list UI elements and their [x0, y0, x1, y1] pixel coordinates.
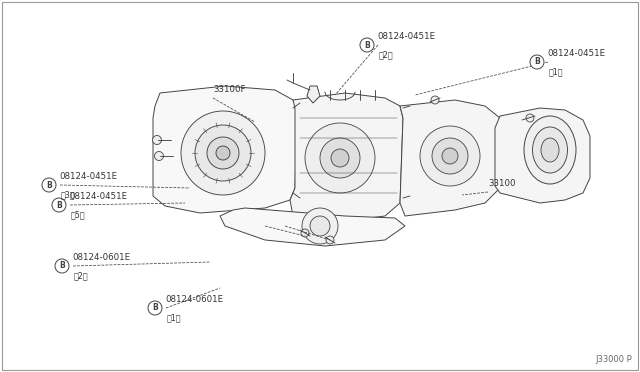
- Text: 08124-0451E: 08124-0451E: [377, 32, 435, 41]
- Circle shape: [305, 123, 375, 193]
- Text: 、5。: 、5。: [71, 210, 86, 219]
- Circle shape: [526, 114, 534, 122]
- Polygon shape: [153, 86, 297, 213]
- Circle shape: [310, 216, 330, 236]
- Text: B: B: [364, 41, 370, 49]
- Text: 08124-0451E: 08124-0451E: [547, 49, 605, 58]
- Text: 、2。: 、2。: [379, 50, 394, 59]
- Text: 08124-0451E: 08124-0451E: [59, 172, 117, 181]
- Circle shape: [301, 229, 309, 237]
- Text: 08124-0451E: 08124-0451E: [69, 192, 127, 201]
- Text: 、1。: 、1。: [167, 313, 182, 322]
- Circle shape: [154, 151, 163, 160]
- Circle shape: [216, 146, 230, 160]
- Circle shape: [152, 135, 161, 144]
- Circle shape: [326, 236, 334, 244]
- Circle shape: [42, 178, 56, 192]
- Circle shape: [442, 148, 458, 164]
- Circle shape: [432, 138, 468, 174]
- Circle shape: [302, 208, 338, 244]
- Circle shape: [331, 149, 349, 167]
- Text: 、2。: 、2。: [74, 271, 88, 280]
- Text: B: B: [534, 58, 540, 67]
- Text: J33000 P: J33000 P: [595, 355, 632, 364]
- Text: 33100: 33100: [488, 179, 515, 188]
- Text: 、1。: 、1。: [549, 67, 563, 76]
- Ellipse shape: [524, 116, 576, 184]
- Circle shape: [55, 259, 69, 273]
- Polygon shape: [495, 108, 590, 203]
- Circle shape: [207, 137, 239, 169]
- Polygon shape: [290, 93, 403, 221]
- Polygon shape: [307, 86, 320, 103]
- Circle shape: [530, 55, 544, 69]
- Text: B: B: [46, 180, 52, 189]
- Circle shape: [320, 138, 360, 178]
- Text: 、3。: 、3。: [61, 190, 76, 199]
- Circle shape: [420, 126, 480, 186]
- Text: 33100F: 33100F: [213, 85, 246, 94]
- Text: B: B: [152, 304, 158, 312]
- Polygon shape: [400, 100, 503, 216]
- Text: 08124-0601E: 08124-0601E: [165, 295, 223, 304]
- Text: B: B: [56, 201, 62, 209]
- Text: 08124-0601E: 08124-0601E: [72, 253, 130, 262]
- Circle shape: [52, 198, 66, 212]
- Ellipse shape: [532, 127, 568, 173]
- Circle shape: [431, 96, 439, 104]
- Circle shape: [360, 38, 374, 52]
- Circle shape: [195, 125, 251, 181]
- Ellipse shape: [541, 138, 559, 162]
- Text: B: B: [59, 262, 65, 270]
- Polygon shape: [220, 208, 405, 246]
- Circle shape: [148, 301, 162, 315]
- Circle shape: [181, 111, 265, 195]
